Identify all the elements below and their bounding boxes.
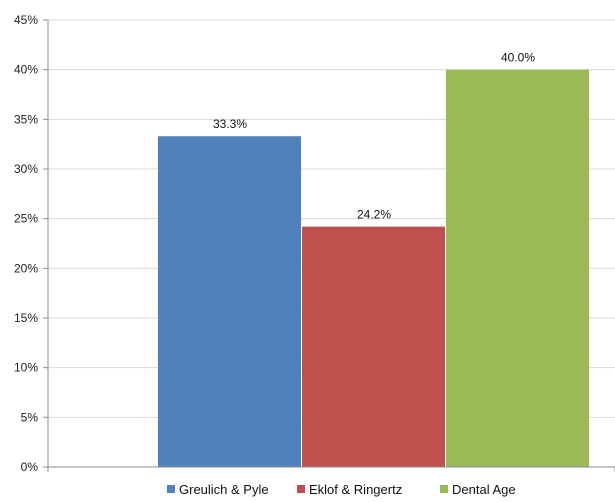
legend-swatch-eklof-ringertz: [297, 485, 305, 493]
bar-dental-age: [446, 69, 589, 468]
bar-eklof-ringertz: [302, 226, 445, 467]
legend-label-greulich-pyle: Greulich & Pyle: [179, 482, 269, 497]
y-tick-label: 40%: [14, 63, 38, 77]
data-label-eklof-ringertz: 24.2%: [357, 208, 391, 222]
y-tick-label: 10%: [14, 361, 38, 375]
legend-swatch-dental-age: [440, 485, 448, 493]
legend-label-eklof-ringertz: Eklof & Ringertz: [309, 482, 402, 497]
legend-swatch-greulich-pyle: [167, 485, 175, 493]
data-label-dental-age: 40.0%: [501, 51, 535, 65]
legend-label-dental-age: Dental Age: [452, 482, 516, 497]
data-label-greulich-pyle: 33.3%: [213, 117, 247, 131]
y-tick-label: 5%: [21, 410, 39, 424]
y-axis-ticks: 0% 5% 10% 15% 20% 25% 30% 35% 40% 45%: [14, 13, 615, 474]
data-labels: 33.3% 24.2% 40.0%: [213, 51, 535, 222]
legend: Greulich & Pyle Eklof & Ringertz Dental Ag…: [167, 482, 516, 497]
y-tick-label: 30%: [14, 162, 38, 176]
y-tick-label: 45%: [14, 13, 38, 27]
y-tick-label: 35%: [14, 112, 38, 126]
gridlines: [48, 19, 615, 418]
y-tick-label: 25%: [14, 212, 38, 226]
y-tick-label: 0%: [21, 460, 39, 474]
bars: [158, 69, 589, 468]
y-tick-label: 20%: [14, 261, 38, 275]
y-tick-label: 15%: [14, 311, 38, 325]
bar-greulich-pyle: [158, 136, 301, 467]
